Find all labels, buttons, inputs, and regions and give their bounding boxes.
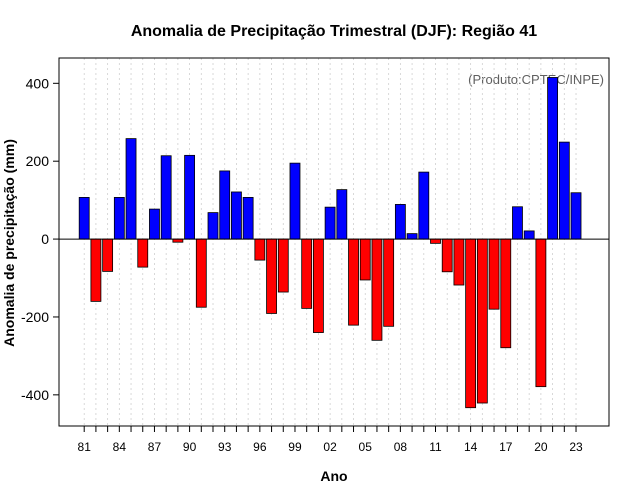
bars [78,77,582,409]
bar-2009 [406,233,418,240]
bar-2015 [476,238,488,404]
bar-1982 [90,238,102,302]
x-tick-label: 84 [113,440,127,454]
y-axis-label: Anomalia de precipitação (mm) [1,139,17,347]
y-tick-label: 400 [26,75,50,91]
x-tick-label: 90 [183,440,197,454]
bar-1996 [254,238,266,261]
bar-1981 [78,197,90,240]
bar-2023 [570,192,582,240]
x-tick-label: 23 [569,440,583,454]
bar-2016 [488,238,500,310]
bar-1991 [195,238,207,308]
bar-1983 [102,238,114,272]
chart-title: Anomalia de Precipitação Trimestral (DJF… [131,23,537,40]
bar-1993 [219,170,231,240]
source-note: (Produto:CPTEC/INPE) [468,72,604,87]
x-tick-label: 14 [464,440,478,454]
bar-2022 [558,141,570,240]
bar-2007 [383,238,395,327]
x-tick-label: 05 [359,440,373,454]
bar-2011 [430,238,441,244]
x-axis-label: Ano [320,468,347,484]
y-tick-label: 200 [26,153,50,169]
bar-2017 [500,238,512,349]
bar-1986 [137,238,149,268]
x-tick-label: 81 [78,440,92,454]
bar-2002 [324,206,336,240]
bar-1984 [113,197,125,240]
x-tick-label: 08 [394,440,408,454]
bar-2001 [312,238,324,333]
bar-2006 [371,238,383,341]
bar-2021 [547,77,558,240]
bar-1999 [289,162,301,240]
y-tick-label: 0 [41,231,49,247]
x-tick-label: 96 [253,440,267,454]
bar-1987 [149,208,160,240]
x-tick-label: 93 [218,440,232,454]
bar-1985 [125,138,137,240]
axes: -400 -200 0 200 400 81 84 87 90 93 96 99 02 05 08 11 14 1… [21,57,610,454]
y-tick-label: -200 [21,309,49,325]
bar-1992 [207,212,219,240]
bar-2013 [453,238,465,286]
bar-2005 [359,238,371,281]
y-tick-label: -400 [21,387,49,403]
bar-1997 [266,238,277,314]
plot-frame [58,57,610,427]
x-tick-label: 02 [323,440,337,454]
bar-2012 [441,238,453,273]
bar-2000 [301,238,313,309]
bar-1994 [231,191,242,240]
x-tick-label: 87 [148,440,162,454]
x-tick-label: 17 [499,440,513,454]
x-tick-label: 99 [288,440,302,454]
bar-1995 [242,197,254,240]
bar-2018 [512,206,523,240]
bar-2008 [394,204,406,240]
bar-2004 [348,238,359,326]
bar-1988 [160,155,172,240]
bar-2003 [336,189,348,240]
bar-2020 [535,238,547,388]
grid-lines [83,58,577,426]
x-tick-label: 11 [429,440,442,454]
bar-2019 [523,230,535,240]
x-tick-label: 20 [534,440,548,454]
bar-1990 [184,154,195,240]
bar-1998 [277,238,289,293]
bar-2010 [418,171,430,240]
bar-2014 [465,238,477,409]
